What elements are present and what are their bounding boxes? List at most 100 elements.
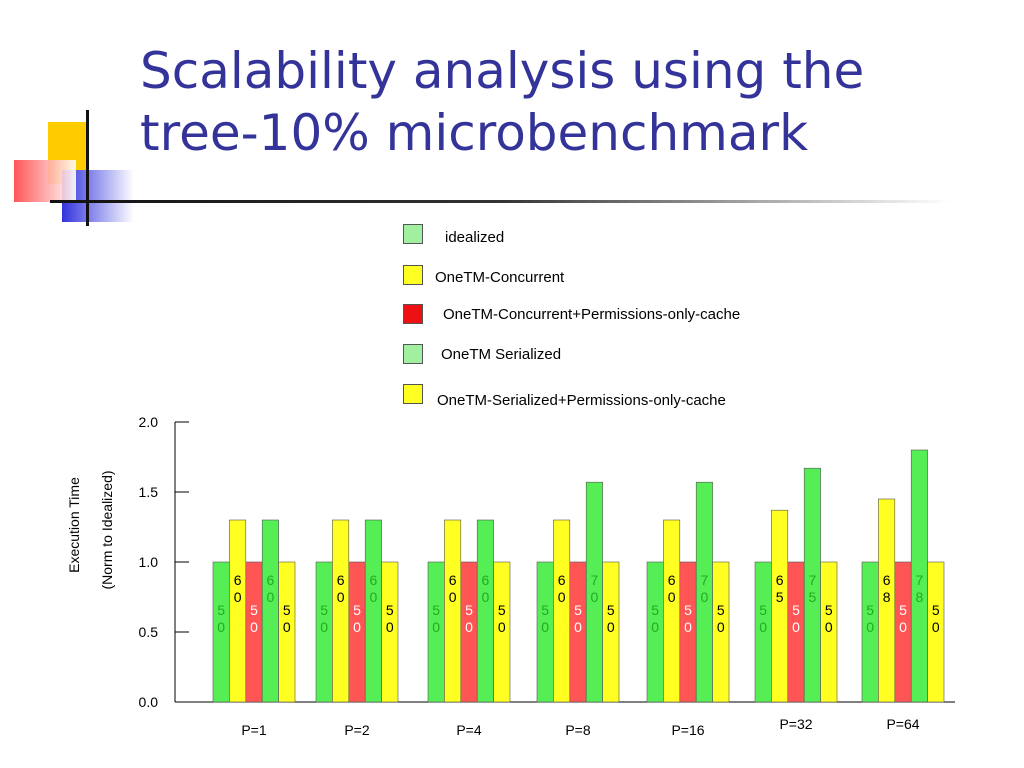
bar-data-label: 5 xyxy=(574,602,582,618)
decor-red-square xyxy=(14,160,76,202)
slide-title-line1: Scalability analysis using the xyxy=(140,42,865,100)
bar xyxy=(820,561,838,703)
bar-data-label: 5 xyxy=(899,602,907,618)
bar-data-label: 0 xyxy=(250,619,258,635)
bar-data-label: 0 xyxy=(283,619,291,635)
bar-data-label: 7 xyxy=(701,572,709,588)
bar xyxy=(364,519,382,703)
x-category-label: P=4 xyxy=(456,722,482,738)
legend-label: OneTM Serialized xyxy=(441,346,562,363)
bar-data-label: 7 xyxy=(809,572,817,588)
bar xyxy=(229,519,247,703)
legend-label: OneTM-Serialized+Permissions-only-cache xyxy=(437,392,726,409)
bar xyxy=(602,561,620,703)
bar xyxy=(332,519,350,703)
bar-data-label: 8 xyxy=(916,589,924,605)
bar-data-label: 0 xyxy=(866,619,874,635)
bar-data-label: 0 xyxy=(370,589,378,605)
y-tick-label: 0.5 xyxy=(139,624,159,640)
bar-data-label: 5 xyxy=(651,602,659,618)
bar-data-label: 5 xyxy=(283,602,291,618)
bar-data-label: 6 xyxy=(234,572,242,588)
bar-data-label: 0 xyxy=(558,589,566,605)
bar-data-label: 5 xyxy=(607,602,615,618)
bar-data-label: 6 xyxy=(482,572,490,588)
bar-data-label: 0 xyxy=(574,619,582,635)
bar-data-label: 5 xyxy=(866,602,874,618)
x-category-label: P=2 xyxy=(344,722,370,738)
bar-data-label: 6 xyxy=(883,572,891,588)
legend-swatch xyxy=(403,384,423,404)
bar-data-label: 5 xyxy=(465,602,473,618)
bar-data-label: 6 xyxy=(558,572,566,588)
bar-data-label: 0 xyxy=(465,619,473,635)
bar-data-label: 0 xyxy=(217,619,225,635)
legend-swatch xyxy=(403,265,423,285)
bar-data-label: 0 xyxy=(386,619,394,635)
bar-data-label: 0 xyxy=(759,619,767,635)
legend-swatch xyxy=(403,344,423,364)
bar-data-label: 0 xyxy=(792,619,800,635)
bar-data-label: 5 xyxy=(932,602,940,618)
bar-data-label: 0 xyxy=(607,619,615,635)
decor-horizontal-line xyxy=(50,200,950,203)
y-tick-label: 1.5 xyxy=(139,484,159,500)
bar-data-label: 0 xyxy=(684,619,692,635)
bar-data-label: 5 xyxy=(759,602,767,618)
bar-data-label: 6 xyxy=(337,572,345,588)
bar-data-label: 0 xyxy=(899,619,907,635)
bar-data-label: 5 xyxy=(684,602,692,618)
bar-data-label: 6 xyxy=(449,572,457,588)
bar-data-label: 0 xyxy=(320,619,328,635)
x-category-label: P=64 xyxy=(886,716,919,732)
bar xyxy=(771,509,789,703)
bar-data-label: 5 xyxy=(809,589,817,605)
bar-data-label: 0 xyxy=(449,589,457,605)
bar xyxy=(476,519,494,703)
bar-data-label: 5 xyxy=(386,602,394,618)
bar-data-label: 6 xyxy=(668,572,676,588)
bar-data-label: 5 xyxy=(498,602,506,618)
y-axis-title: Execution Time xyxy=(66,477,82,573)
x-category-label: P=16 xyxy=(671,722,704,738)
bar-data-label: 5 xyxy=(825,602,833,618)
bar-data-label: 5 xyxy=(353,602,361,618)
bar-data-label: 0 xyxy=(825,619,833,635)
bar-data-label: 6 xyxy=(370,572,378,588)
bar-data-label: 0 xyxy=(337,589,345,605)
bar-data-label: 5 xyxy=(320,602,328,618)
legend-label: OneTM-Concurrent xyxy=(435,269,565,286)
bar-data-label: 0 xyxy=(353,619,361,635)
x-category-label: P=32 xyxy=(779,716,812,732)
bar xyxy=(663,519,681,703)
bar-data-label: 0 xyxy=(932,619,940,635)
x-category-label: P=8 xyxy=(565,722,591,738)
bar-data-label: 5 xyxy=(432,602,440,618)
bar xyxy=(553,519,571,703)
y-tick-label: 0.0 xyxy=(139,694,159,710)
bar xyxy=(493,561,511,703)
bar-data-label: 0 xyxy=(717,619,725,635)
bar xyxy=(261,519,279,703)
bar-data-label: 0 xyxy=(234,589,242,605)
bar-data-label: 0 xyxy=(498,619,506,635)
bar-data-label: 5 xyxy=(541,602,549,618)
bar-data-label: 0 xyxy=(591,589,599,605)
bar-data-label: 0 xyxy=(482,589,490,605)
bar-data-label: 0 xyxy=(651,619,659,635)
x-category-label: P=1 xyxy=(241,722,267,738)
bar xyxy=(444,519,462,703)
y-tick-label: 1.0 xyxy=(139,554,159,570)
bar xyxy=(927,561,945,703)
bar-data-label: 5 xyxy=(717,602,725,618)
bar xyxy=(381,561,399,703)
legend-label: idealized xyxy=(445,229,505,246)
bar xyxy=(278,561,296,703)
bar-data-label: 0 xyxy=(701,589,709,605)
bar-data-label: 0 xyxy=(267,589,275,605)
bar-data-label: 0 xyxy=(432,619,440,635)
bar-data-label: 8 xyxy=(883,589,891,605)
slide-title-line2: tree-10% microbenchmark xyxy=(140,104,809,162)
bar-data-label: 0 xyxy=(668,589,676,605)
